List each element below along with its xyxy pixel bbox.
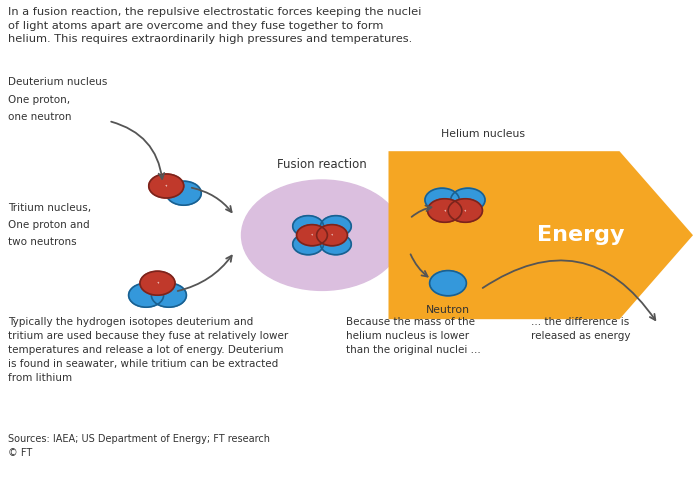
Text: +: + <box>464 208 466 213</box>
Circle shape <box>425 188 459 212</box>
Circle shape <box>448 199 482 222</box>
Polygon shape <box>389 151 693 319</box>
Circle shape <box>321 216 351 237</box>
Text: ... the difference is
released as energy: ... the difference is released as energy <box>531 317 630 341</box>
Text: Typically the hydrogen isotopes deuterium and
tritium are used because they fuse: Typically the hydrogen isotopes deuteriu… <box>8 317 288 383</box>
Circle shape <box>140 271 175 295</box>
Text: +: + <box>331 233 333 237</box>
Text: One proton and: One proton and <box>8 220 90 230</box>
Circle shape <box>293 216 323 237</box>
Circle shape <box>451 188 485 212</box>
Circle shape <box>293 234 323 255</box>
Circle shape <box>297 225 328 246</box>
Text: +: + <box>165 184 167 188</box>
Text: Tritium nucleus,: Tritium nucleus, <box>8 203 92 213</box>
Circle shape <box>241 180 402 290</box>
Circle shape <box>321 234 351 255</box>
Circle shape <box>148 174 183 198</box>
Text: +: + <box>311 233 313 237</box>
Text: Deuterium nucleus: Deuterium nucleus <box>8 77 108 87</box>
Text: Energy: Energy <box>538 225 624 245</box>
Text: Neutron: Neutron <box>426 305 470 315</box>
Circle shape <box>151 283 186 307</box>
Text: two neutrons: two neutrons <box>8 237 77 247</box>
Circle shape <box>428 199 462 222</box>
Circle shape <box>430 271 466 296</box>
Circle shape <box>167 181 202 205</box>
Text: Fusion reaction: Fusion reaction <box>277 158 367 171</box>
Text: Because the mass of the
helium nucleus is lower
than the original nuclei ...: Because the mass of the helium nucleus i… <box>346 317 482 355</box>
Text: +: + <box>444 208 446 213</box>
Text: Sources: IAEA; US Department of Energy; FT research
© FT: Sources: IAEA; US Department of Energy; … <box>8 434 270 458</box>
Text: +: + <box>156 281 159 285</box>
Text: In a fusion reaction, the repulsive electrostatic forces keeping the nuclei
of l: In a fusion reaction, the repulsive elec… <box>8 7 422 44</box>
Text: Helium nucleus: Helium nucleus <box>441 129 525 139</box>
Text: One proton,: One proton, <box>8 95 71 105</box>
Text: one neutron: one neutron <box>8 112 72 122</box>
Circle shape <box>316 225 347 246</box>
Circle shape <box>129 283 164 307</box>
